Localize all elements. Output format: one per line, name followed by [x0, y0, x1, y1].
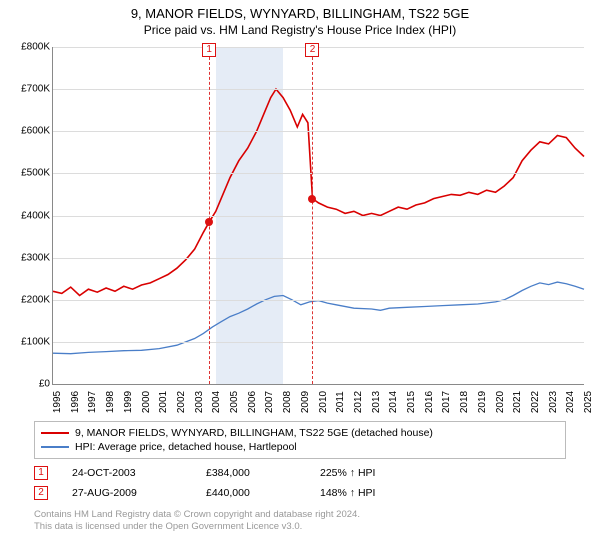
x-axis-label: 2004	[211, 391, 222, 413]
sale-date: 27-AUG-2009	[72, 487, 182, 499]
marker-line	[209, 47, 210, 384]
chart-subtitle: Price paid vs. HM Land Registry's House …	[0, 23, 600, 37]
legend: 9, MANOR FIELDS, WYNYARD, BILLINGHAM, TS…	[34, 421, 566, 459]
chart-area: 12 £0£100K£200K£300K£400K£500K£600K£700K…	[10, 43, 590, 413]
gridline	[53, 131, 584, 132]
y-axis-label: £600K	[10, 126, 50, 137]
legend-swatch	[41, 446, 69, 448]
x-axis-label: 1997	[87, 391, 98, 413]
x-axis-label: 1998	[105, 391, 116, 413]
gridline	[53, 342, 584, 343]
marker-box: 2	[305, 43, 319, 57]
y-axis-label: £200K	[10, 294, 50, 305]
x-axis-label: 2007	[264, 391, 275, 413]
footer-attribution: Contains HM Land Registry data © Crown c…	[34, 509, 566, 533]
series-property	[53, 89, 584, 295]
chart-titles: 9, MANOR FIELDS, WYNYARD, BILLINGHAM, TS…	[0, 0, 600, 37]
sale-marker-icon: 2	[34, 486, 48, 500]
x-axis-label: 2017	[441, 391, 452, 413]
chart-title: 9, MANOR FIELDS, WYNYARD, BILLINGHAM, TS…	[0, 6, 600, 21]
legend-item: 9, MANOR FIELDS, WYNYARD, BILLINGHAM, TS…	[41, 426, 559, 440]
legend-swatch	[41, 432, 69, 434]
x-axis-label: 2008	[282, 391, 293, 413]
sales-table: 1 24-OCT-2003 £384,000 225% ↑ HPI 2 27-A…	[34, 463, 566, 503]
y-axis-label: £800K	[10, 42, 50, 53]
marker-line	[312, 47, 313, 384]
sale-marker-icon: 1	[34, 466, 48, 480]
x-axis-label: 2012	[353, 391, 364, 413]
y-axis-label: £0	[10, 379, 50, 390]
x-axis-label: 2009	[300, 391, 311, 413]
x-axis-label: 2021	[512, 391, 523, 413]
x-axis-label: 2000	[141, 391, 152, 413]
sale-dot	[308, 195, 316, 203]
sale-pct: 148% ↑ HPI	[320, 487, 375, 499]
x-axis-label: 2022	[530, 391, 541, 413]
gridline	[53, 216, 584, 217]
legend-item: HPI: Average price, detached house, Hart…	[41, 440, 559, 454]
x-axis-label: 2003	[194, 391, 205, 413]
y-axis-label: £100K	[10, 336, 50, 347]
x-axis-label: 2013	[371, 391, 382, 413]
x-axis-label: 2014	[388, 391, 399, 413]
x-axis-label: 2002	[176, 391, 187, 413]
legend-label: 9, MANOR FIELDS, WYNYARD, BILLINGHAM, TS…	[75, 427, 433, 439]
footer-line: This data is licensed under the Open Gov…	[34, 521, 566, 533]
y-axis-label: £400K	[10, 210, 50, 221]
plot-region: 12	[52, 47, 584, 385]
x-axis-label: 1996	[70, 391, 81, 413]
x-axis-label: 2024	[565, 391, 576, 413]
marker-box: 1	[202, 43, 216, 57]
x-axis-label: 2005	[229, 391, 240, 413]
sale-pct: 225% ↑ HPI	[320, 467, 375, 479]
x-axis-label: 2023	[548, 391, 559, 413]
x-axis-label: 2006	[247, 391, 258, 413]
gridline	[53, 258, 584, 259]
footer-line: Contains HM Land Registry data © Crown c…	[34, 509, 566, 521]
sale-price: £440,000	[206, 487, 296, 499]
series-hpi	[53, 282, 584, 354]
x-axis-label: 1999	[123, 391, 134, 413]
sale-price: £384,000	[206, 467, 296, 479]
x-axis-label: 2001	[158, 391, 169, 413]
legend-label: HPI: Average price, detached house, Hart…	[75, 441, 297, 453]
sale-row: 1 24-OCT-2003 £384,000 225% ↑ HPI	[34, 463, 566, 483]
sale-date: 24-OCT-2003	[72, 467, 182, 479]
x-axis-label: 2015	[406, 391, 417, 413]
x-axis-label: 2018	[459, 391, 470, 413]
y-axis-label: £700K	[10, 84, 50, 95]
gridline	[53, 89, 584, 90]
sale-row: 2 27-AUG-2009 £440,000 148% ↑ HPI	[34, 483, 566, 503]
y-axis-label: £500K	[10, 168, 50, 179]
y-axis-label: £300K	[10, 252, 50, 263]
x-axis-label: 2019	[477, 391, 488, 413]
sale-dot	[205, 218, 213, 226]
gridline	[53, 173, 584, 174]
x-axis-label: 2020	[495, 391, 506, 413]
x-axis-label: 2011	[335, 391, 346, 413]
x-axis-label: 2025	[583, 391, 594, 413]
x-axis-label: 2016	[424, 391, 435, 413]
x-axis-label: 2010	[318, 391, 329, 413]
gridline	[53, 300, 584, 301]
x-axis-label: 1995	[52, 391, 63, 413]
